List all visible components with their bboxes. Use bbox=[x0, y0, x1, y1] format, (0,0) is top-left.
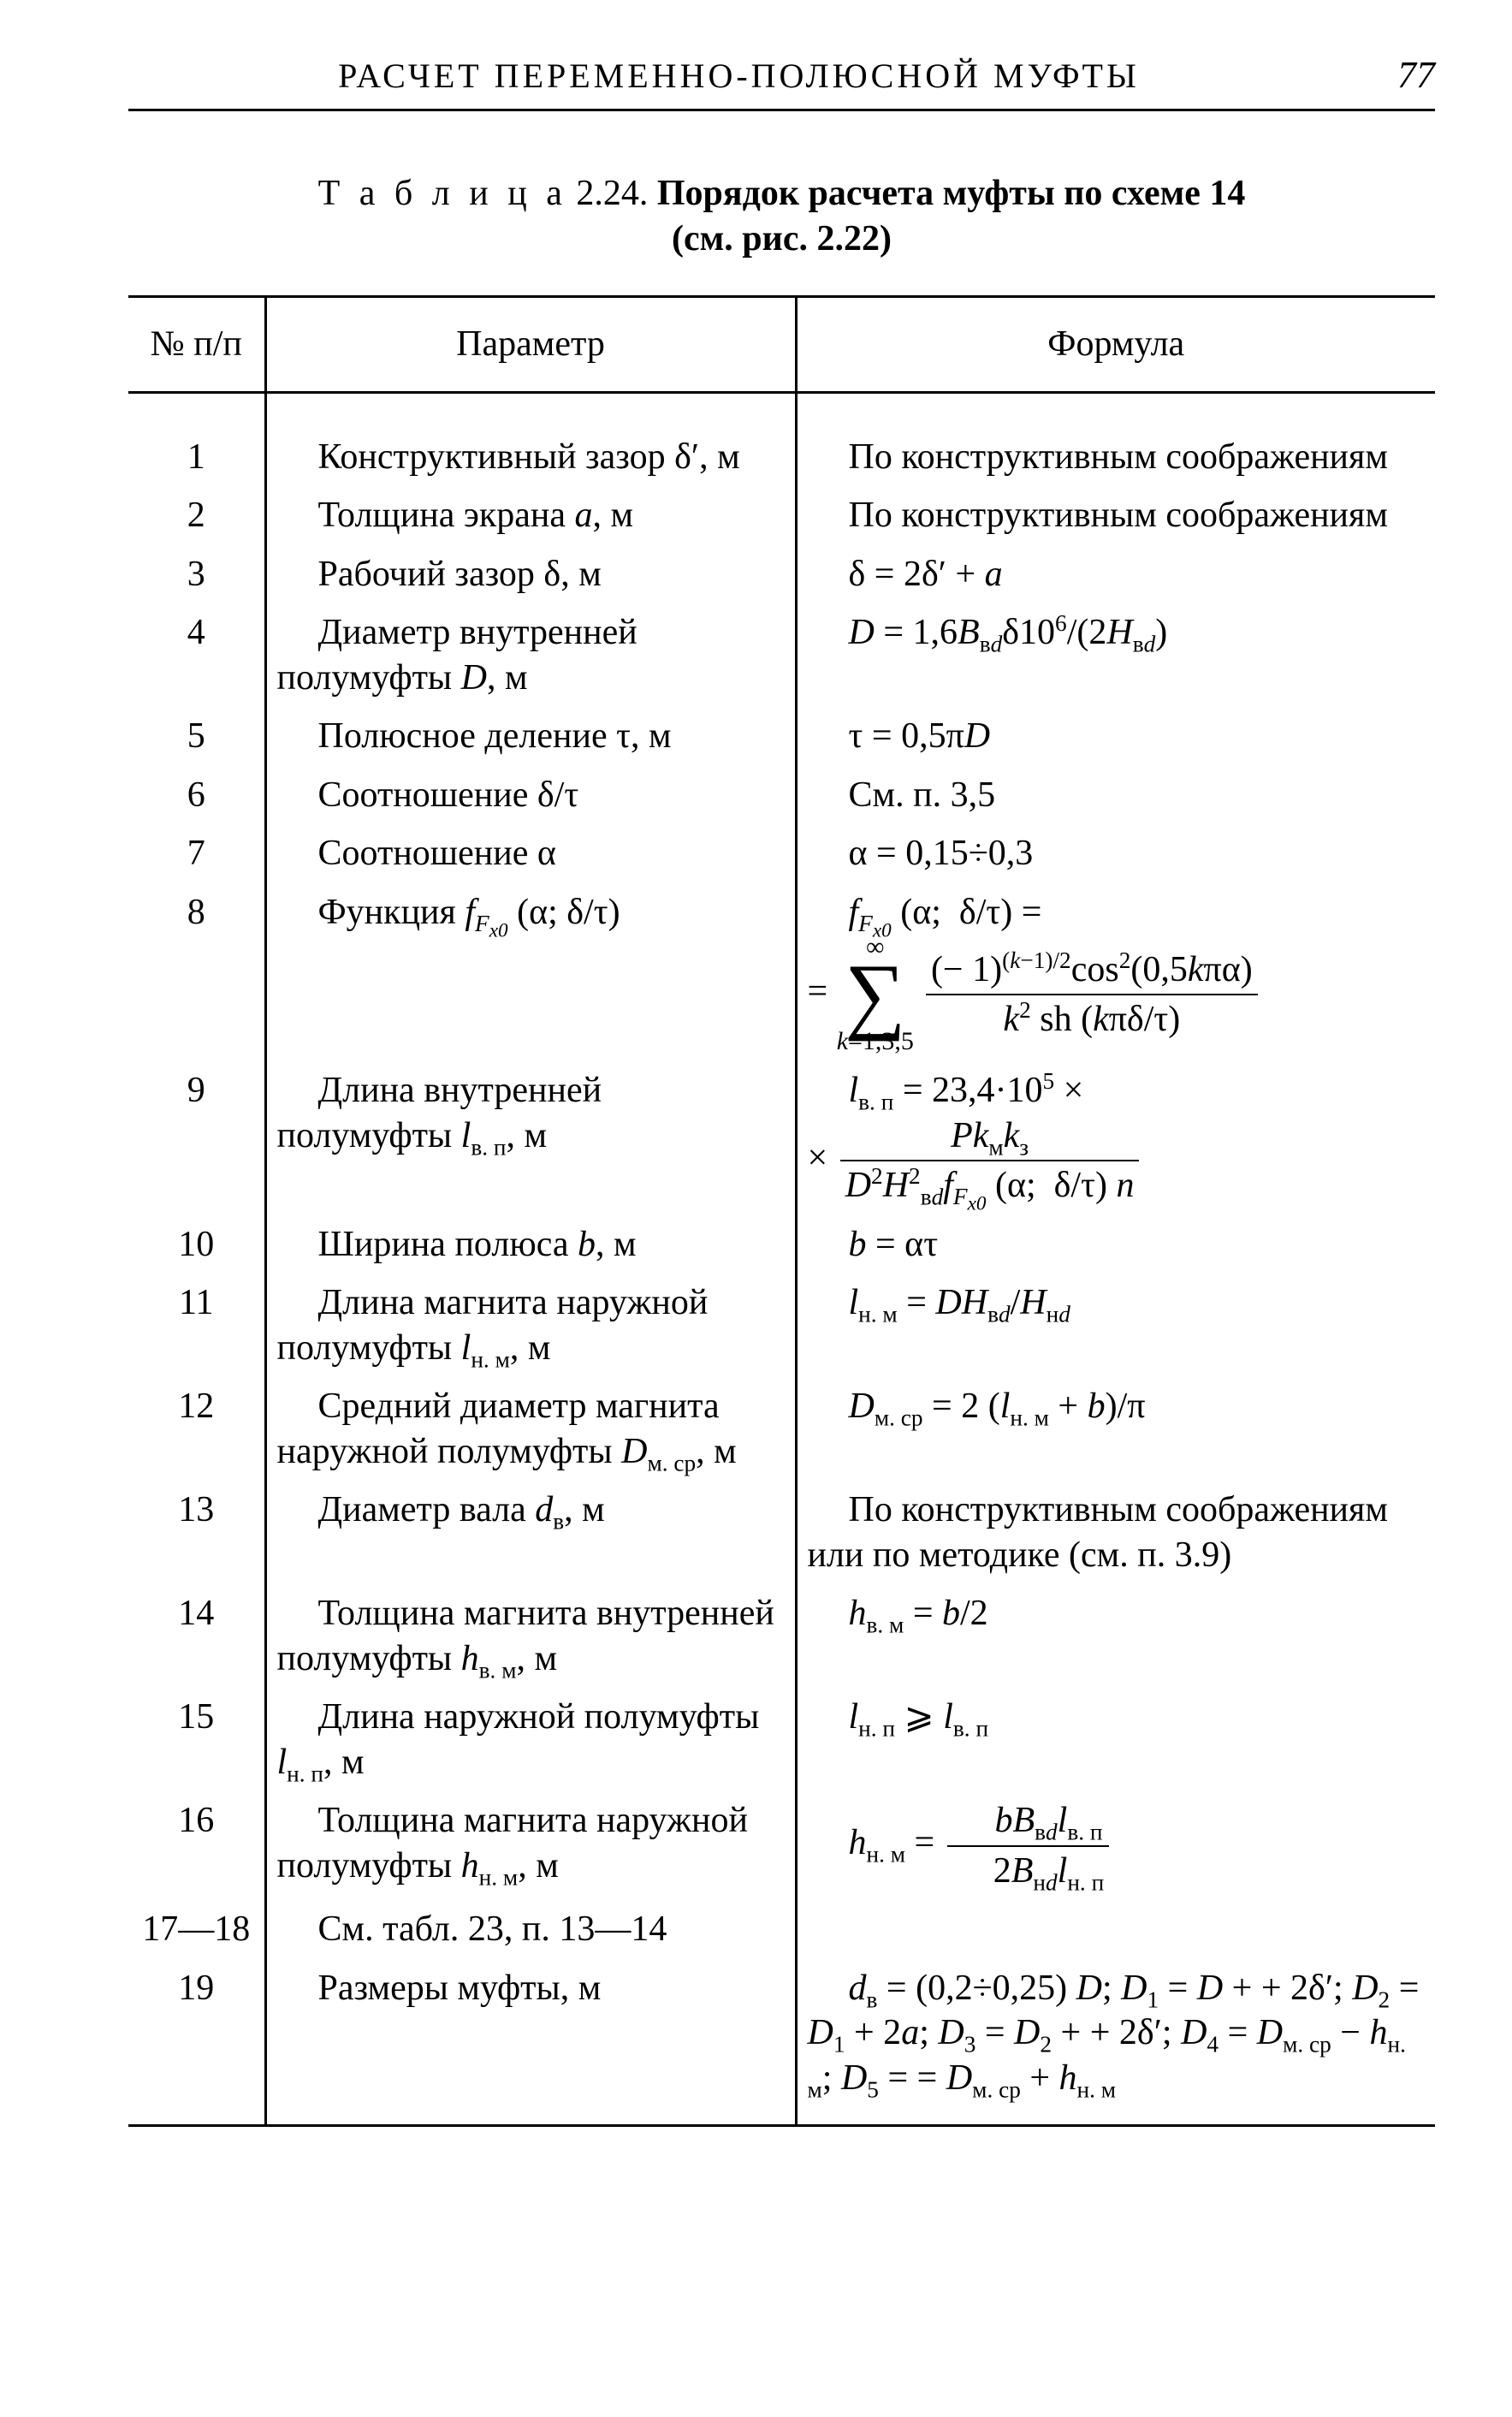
row-formula: lв. п = 23,4·105 ×× PkмkзD2H2вdfFx0 (α; … bbox=[796, 1061, 1435, 1215]
row-param: Соотношение α bbox=[265, 824, 796, 883]
row-number: 19 bbox=[128, 1959, 265, 2126]
table-row: 12Средний диаметр магнита наружной полум… bbox=[128, 1377, 1435, 1481]
table-row: 8Функция fFx0 (α; δ/τ)fFx0 (α; δ/τ) == ∞… bbox=[128, 883, 1435, 1062]
calc-table: № п/п Параметр Формула 1Конструктивный з… bbox=[128, 295, 1435, 2127]
row-formula: — bbox=[796, 1900, 1435, 1959]
row-formula: τ = 0,5πD bbox=[796, 707, 1435, 766]
row-number: 14 bbox=[128, 1584, 265, 1688]
table-row: 16Толщина магнита наружной полумуфты hн.… bbox=[128, 1791, 1435, 1900]
row-formula: fFx0 (α; δ/τ) == ∞∑k=1,3,5(− 1)(k−1)/2co… bbox=[796, 883, 1435, 1062]
row-param: Толщина магнита внутренней полумуфты hв.… bbox=[265, 1584, 796, 1688]
row-formula: Dм. ср = 2 (lн. м + b)/π bbox=[796, 1377, 1435, 1481]
row-param: Конструктивный зазор δ′, м bbox=[265, 392, 796, 486]
caption-lead: Т а б л и ц а bbox=[318, 174, 567, 213]
row-formula: b = ατ bbox=[796, 1215, 1435, 1274]
row-number: 9 bbox=[128, 1061, 265, 1215]
row-number: 16 bbox=[128, 1791, 265, 1900]
row-param: Диаметр внутренней полумуфты D, м bbox=[265, 603, 796, 707]
row-formula: hв. м = b/2 bbox=[796, 1584, 1435, 1688]
page-number: 77 bbox=[1349, 51, 1435, 98]
row-formula: По конструктивным соображениям или по ме… bbox=[796, 1481, 1435, 1584]
caption-title: Порядок расчета муфты по схеме 14 bbox=[657, 174, 1246, 213]
row-param: Соотношение δ/τ bbox=[265, 766, 796, 825]
row-param: Длина внутренней полумуфты lв. п, м bbox=[265, 1061, 796, 1215]
running-head: РАСЧЕТ ПЕРЕМЕННО-ПОЛЮСНОЙ МУФТЫ 77 bbox=[128, 51, 1435, 111]
row-param: Толщина экрана a, м bbox=[265, 486, 796, 545]
col-header-n: № п/п bbox=[128, 297, 265, 393]
row-formula: По конструктивным соображениям bbox=[796, 392, 1435, 486]
table-row: 13Диаметр вала dв, мПо конструктивным со… bbox=[128, 1481, 1435, 1584]
row-formula: α = 0,15÷0,3 bbox=[796, 824, 1435, 883]
caption-number: 2.24. bbox=[576, 174, 648, 213]
table-row: 4Диаметр внутренней полумуфты D, мD = 1,… bbox=[128, 603, 1435, 707]
row-param: См. табл. 23, п. 13—14 bbox=[265, 1900, 796, 1959]
row-param: Размеры муфты, м bbox=[265, 1959, 796, 2126]
running-title: РАСЧЕТ ПЕРЕМЕННО-ПОЛЮСНОЙ МУФТЫ bbox=[128, 55, 1349, 98]
table-row: 19Размеры муфты, мdв = (0,2÷0,25) D; D1 … bbox=[128, 1959, 1435, 2126]
row-number: 10 bbox=[128, 1215, 265, 1274]
table-row: 3Рабочий зазор δ, мδ = 2δ′ + a bbox=[128, 545, 1435, 604]
row-param: Длина наружной полумуфты lн. п, м bbox=[265, 1688, 796, 1791]
table-caption: Т а б л и ц а 2.24. Порядок расчета муфт… bbox=[183, 171, 1381, 261]
table-row: 7Соотношение αα = 0,15÷0,3 bbox=[128, 824, 1435, 883]
row-param: Средний диаметр магнита наружной полумуф… bbox=[265, 1377, 796, 1481]
row-param: Рабочий зазор δ, м bbox=[265, 545, 796, 604]
table-header-row: № п/п Параметр Формула bbox=[128, 297, 1435, 393]
row-formula: lн. м = DHвd/Hнd bbox=[796, 1274, 1435, 1377]
row-number: 15 bbox=[128, 1688, 265, 1791]
row-param: Функция fFx0 (α; δ/τ) bbox=[265, 883, 796, 1062]
caption-sub: (см. рис. 2.22) bbox=[672, 219, 892, 258]
row-formula: D = 1,6Bвdδ106/(2Hвd) bbox=[796, 603, 1435, 707]
row-param: Полюсное деление τ, м bbox=[265, 707, 796, 766]
table-body: 1Конструктивный зазор δ′, мПо конструкти… bbox=[128, 392, 1435, 2126]
row-number: 5 bbox=[128, 707, 265, 766]
table-row: 10Ширина полюса b, мb = ατ bbox=[128, 1215, 1435, 1274]
row-number: 12 bbox=[128, 1377, 265, 1481]
table-row: 11Длина магнита наружной полумуфты lн. м… bbox=[128, 1274, 1435, 1377]
row-formula: lн. п ⩾ lв. п bbox=[796, 1688, 1435, 1791]
page: РАСЧЕТ ПЕРЕМЕННО-ПОЛЮСНОЙ МУФТЫ 77 Т а б… bbox=[0, 0, 1512, 2417]
row-number: 2 bbox=[128, 486, 265, 545]
row-number: 7 bbox=[128, 824, 265, 883]
row-formula: δ = 2δ′ + a bbox=[796, 545, 1435, 604]
table-row: 5Полюсное деление τ, мτ = 0,5πD bbox=[128, 707, 1435, 766]
row-number: 11 bbox=[128, 1274, 265, 1377]
row-param: Диаметр вала dв, м bbox=[265, 1481, 796, 1584]
table-row: 1Конструктивный зазор δ′, мПо конструкти… bbox=[128, 392, 1435, 486]
row-param: Длина магнита наружной полумуфты lн. м, … bbox=[265, 1274, 796, 1377]
row-number: 3 bbox=[128, 545, 265, 604]
table-row: 17—18См. табл. 23, п. 13—14— bbox=[128, 1900, 1435, 1959]
row-formula: См. п. 3,5 bbox=[796, 766, 1435, 825]
row-number: 1 bbox=[128, 392, 265, 486]
table-row: 14Толщина магнита внутренней полумуфты h… bbox=[128, 1584, 1435, 1688]
row-formula: hн. м = bBвdlв. п2Bнdlн. п bbox=[796, 1791, 1435, 1900]
row-number: 17—18 bbox=[128, 1900, 265, 1959]
row-param: Ширина полюса b, м bbox=[265, 1215, 796, 1274]
col-header-formula: Формула bbox=[796, 297, 1435, 393]
row-number: 6 bbox=[128, 766, 265, 825]
table-row: 6Соотношение δ/τСм. п. 3,5 bbox=[128, 766, 1435, 825]
row-number: 4 bbox=[128, 603, 265, 707]
row-number: 8 bbox=[128, 883, 265, 1062]
row-formula: dв = (0,2÷0,25) D; D1 = D + + 2δ′; D2 = … bbox=[796, 1959, 1435, 2126]
table-row: 2Толщина экрана a, мПо конструктивным со… bbox=[128, 486, 1435, 545]
row-number: 13 bbox=[128, 1481, 265, 1584]
row-param: Толщина магнита наружной полумуфты hн. м… bbox=[265, 1791, 796, 1900]
table-row: 15Длина наружной полумуфты lн. п, мlн. п… bbox=[128, 1688, 1435, 1791]
col-header-param: Параметр bbox=[265, 297, 796, 393]
row-formula: По конструктивным соображениям bbox=[796, 486, 1435, 545]
table-row: 9Длина внутренней полумуфты lв. п, мlв. … bbox=[128, 1061, 1435, 1215]
